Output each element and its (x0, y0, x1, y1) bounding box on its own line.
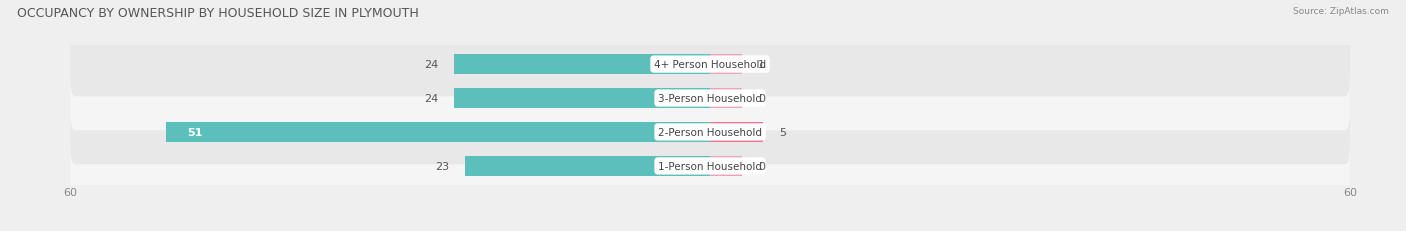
Text: 24: 24 (423, 94, 439, 103)
Bar (710, 89, 742, 108)
Bar (166, 123, 710, 142)
Text: 0: 0 (758, 161, 765, 171)
Bar (454, 55, 710, 75)
FancyBboxPatch shape (70, 33, 1350, 97)
Text: 0: 0 (758, 94, 765, 103)
Text: 23: 23 (434, 161, 449, 171)
Text: Source: ZipAtlas.com: Source: ZipAtlas.com (1294, 7, 1389, 16)
Text: 51: 51 (187, 128, 202, 137)
Text: 3-Person Household: 3-Person Household (658, 94, 762, 103)
Text: 2-Person Household: 2-Person Household (658, 128, 762, 137)
FancyBboxPatch shape (70, 67, 1350, 131)
Text: 5: 5 (779, 128, 786, 137)
FancyBboxPatch shape (70, 100, 1350, 164)
Text: 4+ Person Household: 4+ Person Household (654, 60, 766, 70)
Bar (454, 89, 710, 108)
Text: 1: 1 (758, 60, 765, 70)
FancyBboxPatch shape (70, 134, 1350, 198)
Bar (710, 123, 763, 142)
Text: 24: 24 (423, 60, 439, 70)
Bar (710, 156, 742, 176)
Text: 1-Person Household: 1-Person Household (658, 161, 762, 171)
Bar (465, 156, 710, 176)
Bar (710, 55, 742, 75)
Text: OCCUPANCY BY OWNERSHIP BY HOUSEHOLD SIZE IN PLYMOUTH: OCCUPANCY BY OWNERSHIP BY HOUSEHOLD SIZE… (17, 7, 419, 20)
